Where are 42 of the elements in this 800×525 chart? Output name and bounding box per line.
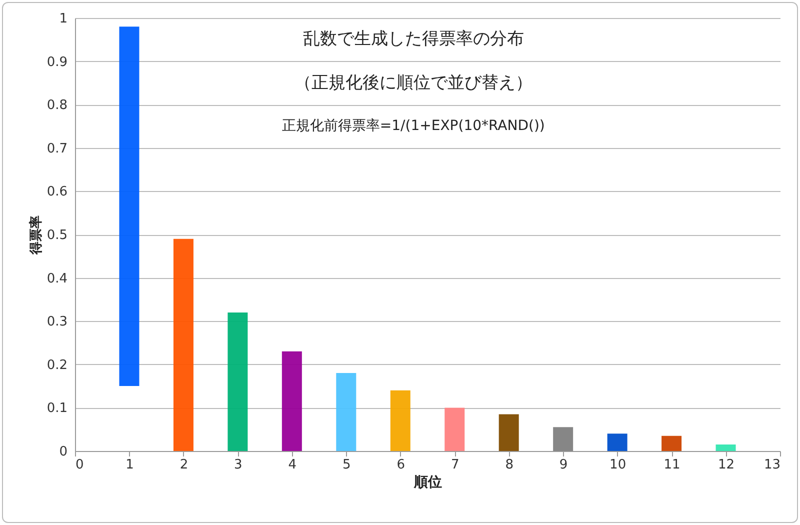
- text: 乱数で生成した得票率の分布: [302, 29, 524, 49]
- bar: [444, 408, 465, 451]
- x-tick-label: 9: [559, 458, 568, 472]
- bar: [498, 414, 519, 451]
- x-tick-label: 10: [610, 458, 626, 472]
- x-tick-label: 5: [342, 458, 351, 472]
- x-axis-title: 順位: [413, 474, 442, 490]
- y-tick-label: 0: [59, 444, 68, 460]
- x-tick-label: 1: [126, 458, 134, 472]
- y-axis-title: 得票率: [28, 216, 44, 256]
- bar: [228, 312, 248, 451]
- bar: [119, 26, 140, 386]
- y-tick-label: 0.7: [46, 141, 68, 156]
- x-tick-label: 12: [718, 458, 735, 472]
- y-tick-label: 0.1: [46, 401, 68, 416]
- bar: [607, 434, 628, 451]
- y-tick-label: 0.4: [46, 271, 68, 286]
- annotation: 正規化前得票率=1/(1+EXP(10*RAND()): [282, 118, 545, 134]
- bar: [553, 427, 574, 451]
- x-tick-label: 13: [764, 458, 780, 472]
- y-tick-label: 0.3: [46, 314, 68, 330]
- bar: [173, 238, 194, 451]
- x-tick-label: 7: [450, 458, 460, 472]
- bar: [716, 444, 736, 451]
- y-tick-label: 0.5: [46, 228, 68, 243]
- text: （正規化後に順位で並び替え）: [294, 73, 532, 93]
- x-tick-label: 3: [234, 458, 242, 472]
- y-tick-label: 0.9: [46, 54, 68, 70]
- y-tick-label: 1: [59, 12, 68, 26]
- x-tick-label: 11: [664, 458, 680, 472]
- x-tick-label: 2: [180, 458, 188, 472]
- bar: [390, 390, 410, 451]
- x-tick-label: 8: [505, 458, 514, 472]
- x-tick-label: 6: [396, 458, 406, 472]
- y-tick-label: 0.8: [46, 98, 68, 114]
- bar: [336, 373, 356, 451]
- y-tick-label: 0.2: [46, 358, 68, 373]
- bar: [282, 351, 302, 451]
- y-tick-label: 0.6: [46, 184, 68, 200]
- x-tick-label: 4: [288, 458, 297, 472]
- x-tick-label: 0: [76, 458, 84, 472]
- bar: [662, 436, 682, 451]
